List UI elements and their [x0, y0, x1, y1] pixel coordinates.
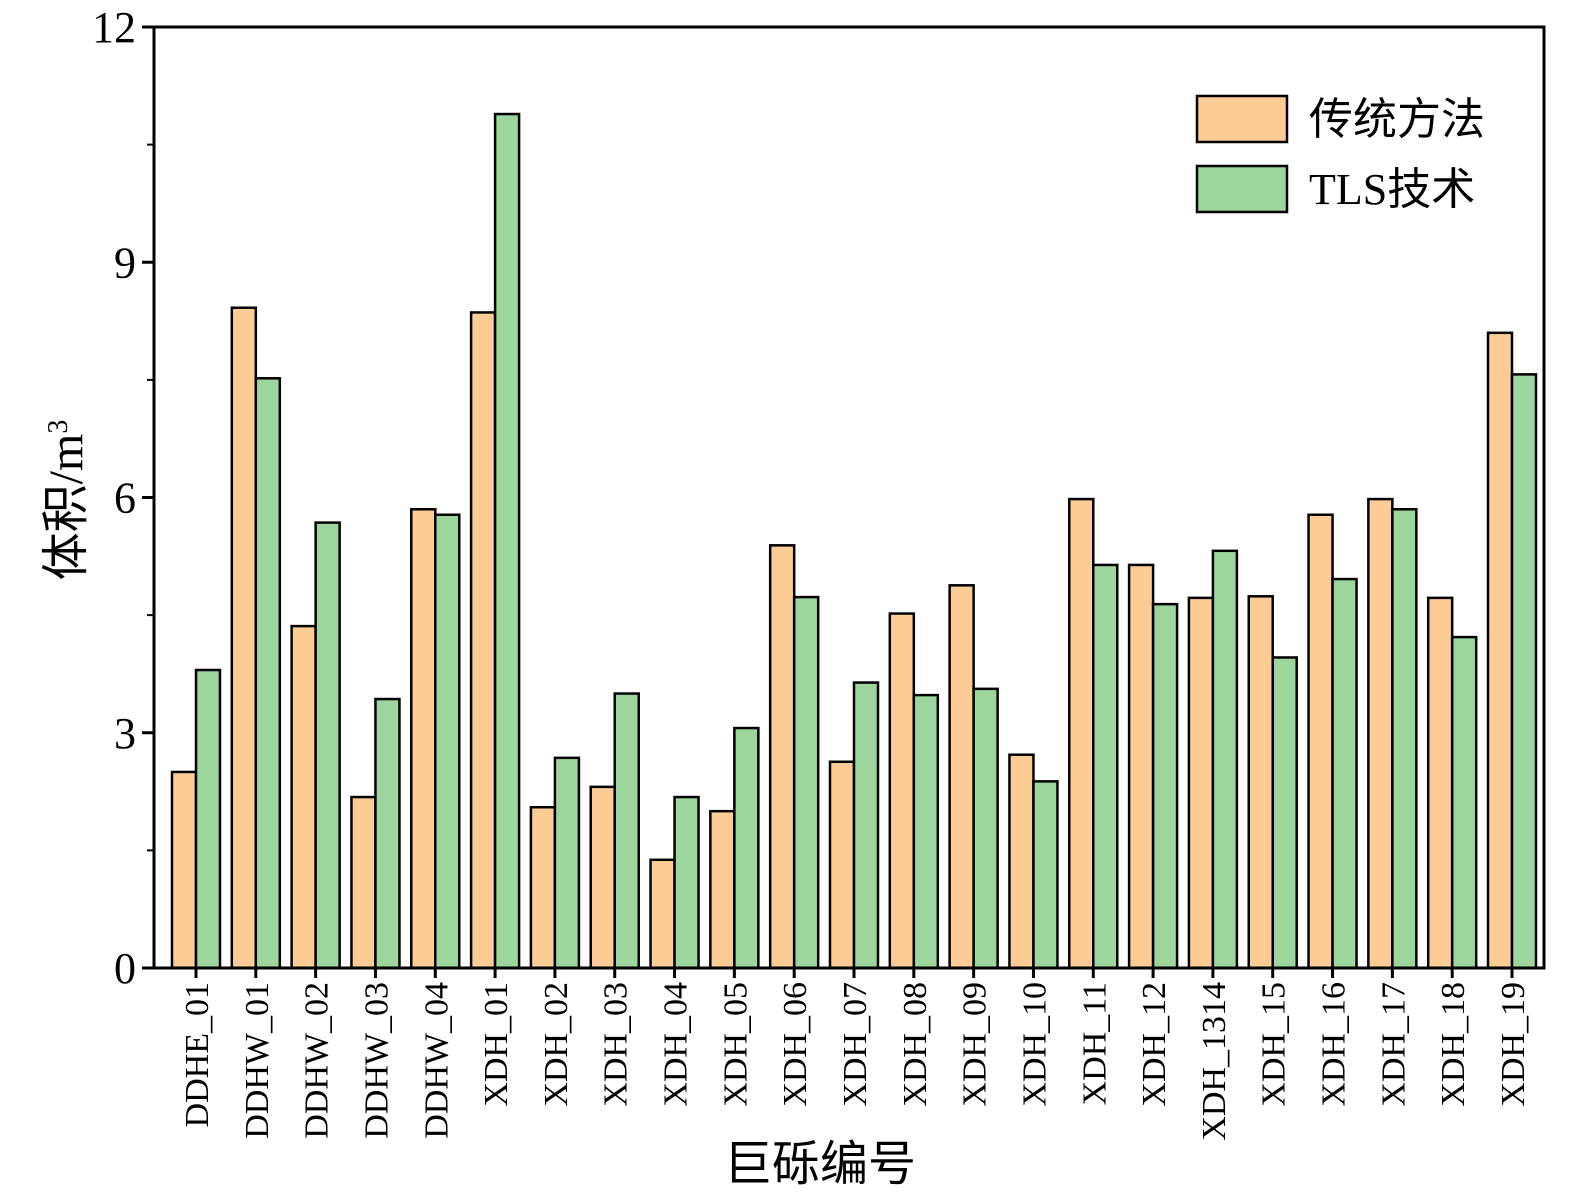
legend-label-tls: TLS技术: [1309, 165, 1475, 214]
y-axis-label-superscript: 3: [43, 420, 74, 434]
legend-swatch-traditional: [1195, 94, 1289, 144]
bar-traditional-xdh_10: [1008, 753, 1035, 970]
x-tick-label: XDH_17: [1375, 982, 1412, 1107]
x-tick-label: XDH_03: [598, 982, 635, 1107]
bar-tls-xdh_03: [613, 692, 640, 970]
bar-traditional-xdh_15: [1247, 595, 1274, 970]
bar-traditional-ddhe_01: [170, 770, 198, 970]
y-axis: 0 3 6 9 12: [92, 3, 154, 993]
x-tick-label: XDH_04: [658, 982, 695, 1107]
x-tick-label: DDHE_01: [179, 982, 216, 1127]
bar-tls-xdh_01: [493, 112, 521, 970]
bar-traditional-xdh_17: [1367, 497, 1394, 970]
legend-swatch-tls: [1195, 164, 1289, 214]
bar-traditional-xdh_1314: [1187, 596, 1215, 970]
y-tick-label: 0: [114, 944, 136, 993]
bar-traditional-xdh_03: [589, 785, 616, 970]
bar-tls-ddhe_01: [194, 668, 222, 970]
legend-label-traditional: 传统方法: [1309, 95, 1485, 144]
x-tick-label: XDH_09: [957, 982, 994, 1107]
bar-traditional-ddhw_02: [290, 624, 317, 970]
bar-traditional-xdh_01: [469, 311, 497, 970]
x-tick-label: XDH_08: [897, 982, 934, 1107]
x-tick-label: XDH_07: [837, 982, 874, 1107]
x-tick-label: XDH_01: [478, 982, 515, 1107]
bar-tls-xdh_11: [1092, 563, 1119, 970]
x-tick-label: XDH_15: [1256, 982, 1293, 1107]
bar-tls-xdh_19: [1510, 373, 1538, 970]
x-tick-label: DDHW_04: [418, 982, 455, 1139]
bar-tls-xdh_04: [673, 795, 700, 970]
y-axis-label-main: 体积/m: [40, 434, 93, 581]
bar-tls-xdh_09: [972, 687, 999, 970]
bar-traditional-xdh_02: [529, 805, 557, 970]
bar-group: [170, 112, 1538, 970]
x-tick-label: XDH_18: [1435, 982, 1472, 1107]
legend: 传统方法 TLS技术: [1195, 94, 1485, 214]
bar-traditional-xdh_04: [649, 858, 676, 970]
x-tick-label: XDH_02: [538, 982, 575, 1107]
bar-traditional-xdh_19: [1486, 331, 1514, 970]
bar-tls-xdh_1314: [1211, 549, 1239, 970]
x-tick-label: DDHW_01: [239, 982, 276, 1139]
bar-traditional-xdh_09: [948, 584, 975, 970]
bar-traditional-xdh_18: [1426, 596, 1454, 970]
bar-traditional-xdh_16: [1307, 513, 1334, 970]
bar-tls-xdh_10: [1032, 780, 1059, 970]
x-tick-label: XDH_16: [1316, 982, 1353, 1107]
bar-traditional-xdh_12: [1127, 563, 1155, 970]
bar-tls-ddhw_03: [374, 697, 401, 970]
x-tick-label: XDH_19: [1495, 982, 1532, 1107]
bar-tls-xdh_12: [1151, 602, 1179, 970]
bar-tls-ddhw_02: [314, 521, 341, 970]
bar-traditional-xdh_06: [768, 544, 796, 970]
bar-tls-ddhw_01: [254, 377, 282, 970]
bar-traditional-xdh_11: [1068, 497, 1095, 970]
bar-tls-xdh_02: [553, 756, 581, 970]
bar-tls-xdh_16: [1331, 577, 1358, 970]
bar-tls-xdh_05: [733, 726, 760, 970]
bar-tls-xdh_06: [792, 595, 820, 970]
x-tick-label: DDHW_02: [299, 982, 336, 1139]
x-tick-label: XDH_10: [1016, 982, 1053, 1107]
y-axis-label: 体积/m3: [40, 420, 93, 581]
bar-tls-xdh_07: [852, 681, 880, 970]
x-axis-label: 巨砾编号: [724, 1138, 916, 1191]
x-tick-label: XDH_12: [1136, 982, 1173, 1107]
bar-tls-xdh_18: [1450, 635, 1478, 970]
x-tick-label: XDH_11: [1076, 982, 1113, 1105]
y-tick-label: 9: [114, 238, 136, 287]
bar-traditional-xdh_08: [888, 612, 916, 970]
x-tick-label: XDH_05: [717, 982, 754, 1107]
bar-traditional-xdh_07: [828, 760, 856, 970]
y-tick-label: 3: [114, 709, 136, 758]
bar-traditional-ddhw_01: [230, 306, 258, 970]
bar-traditional-xdh_05: [709, 809, 736, 970]
bar-tls-ddhw_04: [434, 513, 461, 970]
y-tick-label: 12: [92, 3, 136, 52]
x-tick-label: DDHW_03: [358, 982, 395, 1139]
x-tick-label: XDH_1314: [1196, 982, 1233, 1141]
bar-tls-xdh_17: [1391, 508, 1418, 970]
y-tick-label: 6: [114, 474, 136, 523]
bar-traditional-ddhw_04: [410, 508, 437, 970]
bar-traditional-ddhw_03: [350, 795, 377, 970]
bar-tls-xdh_15: [1271, 656, 1298, 970]
x-axis: DDHE_01 DDHW_01 DDHW_02 DDHW_03 DDHW_04 XDH_0…: [179, 968, 1532, 1141]
x-tick-label: XDH_06: [777, 982, 814, 1107]
bar-tls-xdh_08: [912, 693, 940, 970]
